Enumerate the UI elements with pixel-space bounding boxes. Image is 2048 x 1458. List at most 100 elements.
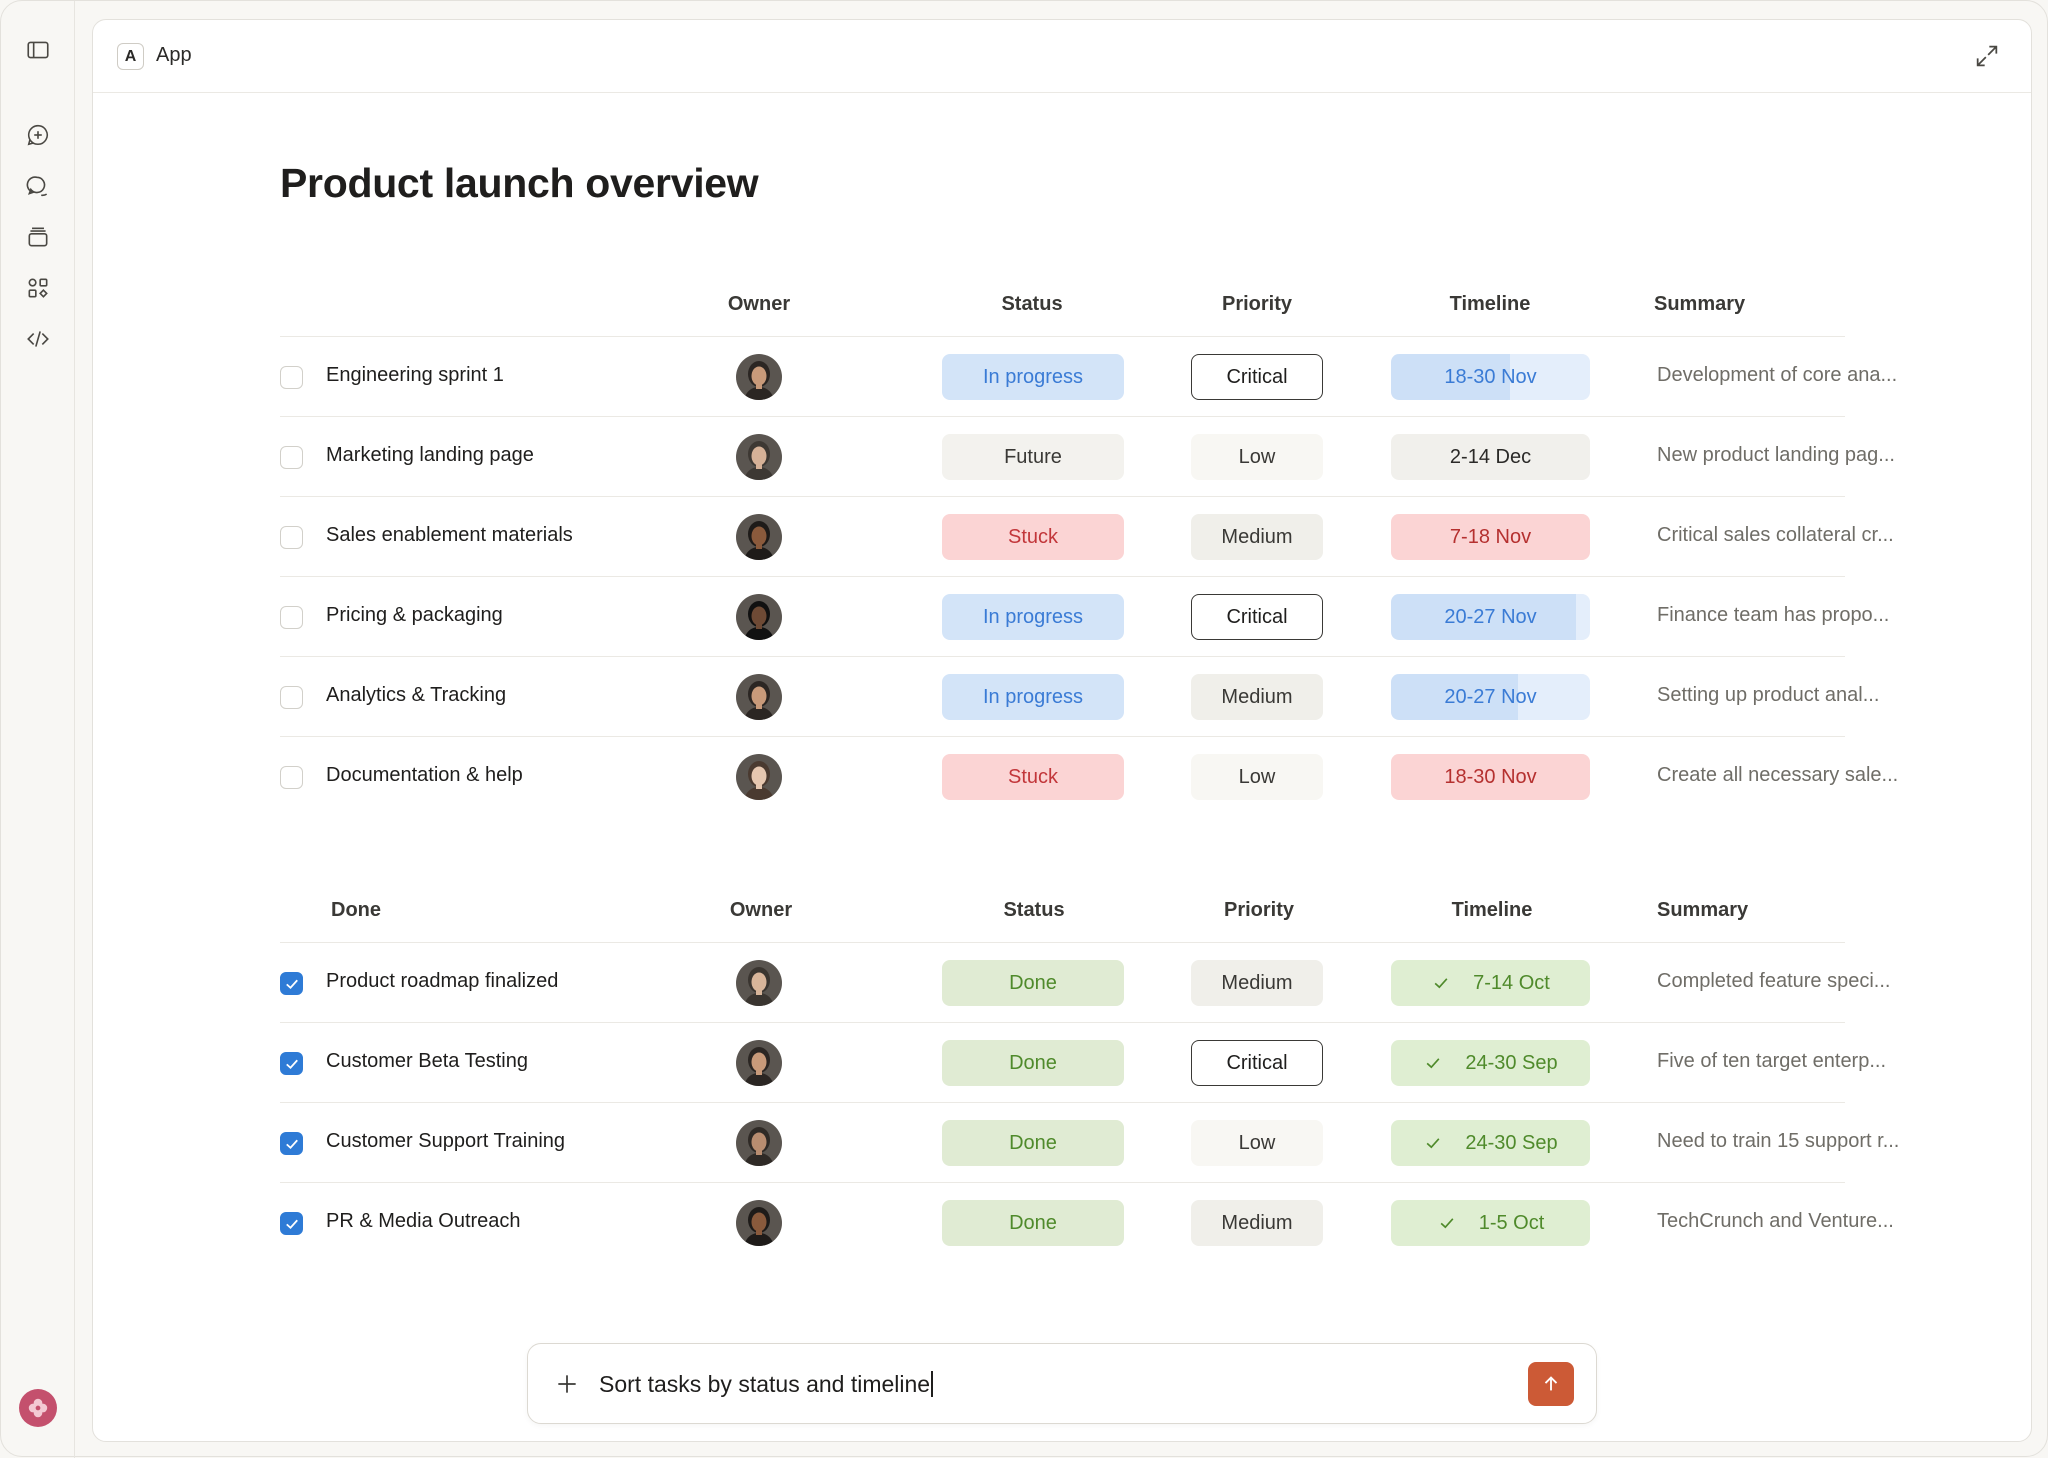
priority-badge[interactable]: Medium [1191,1200,1323,1246]
table-row[interactable]: Marketing landing page Future Low 2-14 Dec N… [280,417,1895,497]
task-summary[interactable]: Create all necessary sale... [1657,764,1899,786]
task-checkbox[interactable] [280,366,303,389]
owner-avatar[interactable] [736,674,782,720]
header-summary[interactable]: Summary [1654,293,1746,315]
task-checkbox[interactable] [280,686,303,709]
task-name[interactable]: Customer Beta Testing [326,1050,528,1072]
table-row[interactable]: Pricing & packaging In progress Critical 20… [280,577,1889,657]
priority-badge[interactable]: Medium [1191,514,1323,560]
priority-badge[interactable]: Critical [1191,594,1323,640]
projects-icon[interactable] [22,221,54,253]
task-summary[interactable]: New product landing pag... [1657,444,1895,466]
owner-avatar[interactable] [736,434,782,480]
header-priority[interactable]: Priority [1223,899,1295,921]
status-badge[interactable]: Stuck [942,754,1124,800]
table-row[interactable]: Customer Beta Testing Done Critical 24-30 S… [280,1023,1886,1103]
task-name[interactable]: Pricing & packaging [326,604,503,626]
priority-badge[interactable]: Low [1191,1120,1323,1166]
priority-badge[interactable]: Low [1191,434,1323,480]
task-checkbox[interactable] [280,1132,303,1155]
priority-badge[interactable]: Medium [1191,674,1323,720]
owner-avatar[interactable] [736,960,782,1006]
task-name[interactable]: PR & Media Outreach [326,1210,521,1232]
status-badge[interactable]: Stuck [942,514,1124,560]
table-row[interactable]: Documentation & help Stuck Low 18-30 Nov Cre… [280,737,1898,817]
prompt-box[interactable]: Sort tasks by status and timeline [527,1343,1597,1424]
priority-badge[interactable]: Medium [1191,960,1323,1006]
header-timeline[interactable]: Timeline [1451,899,1533,921]
timeline-badge[interactable]: 24-30 Sep [1391,1040,1590,1086]
timeline-badge[interactable]: 18-30 Nov [1391,754,1590,800]
header-priority[interactable]: Priority [1221,293,1293,315]
timeline-badge[interactable]: 2-14 Dec [1391,434,1590,480]
task-name[interactable]: Engineering sprint 1 [326,364,504,386]
status-badge[interactable]: Done [942,1040,1124,1086]
header-status[interactable]: Status [1001,293,1063,315]
plus-icon[interactable] [554,1371,580,1397]
header-status[interactable]: Status [1003,899,1065,921]
task-summary[interactable]: Need to train 15 support r... [1657,1130,1900,1152]
task-checkbox[interactable] [280,1212,303,1235]
task-checkbox[interactable] [280,446,303,469]
table-row[interactable]: Sales enablement materials Stuck Medium 7-1… [280,497,1894,577]
status-badge[interactable]: Done [942,960,1124,1006]
status-badge[interactable]: Done [942,1120,1124,1166]
task-summary[interactable]: Setting up product anal... [1657,684,1880,706]
priority-badge[interactable]: Critical [1191,1040,1323,1086]
prompt-input[interactable]: Sort tasks by status and timeline [599,1371,934,1397]
task-summary[interactable]: TechCrunch and Venture... [1657,1210,1894,1232]
owner-avatar[interactable] [736,514,782,560]
task-checkbox[interactable] [280,972,303,995]
task-checkbox[interactable] [280,526,303,549]
send-button[interactable] [1528,1362,1574,1406]
task-name[interactable]: Marketing landing page [326,444,534,466]
task-summary[interactable]: Development of core ana... [1657,364,1898,386]
task-name[interactable]: Documentation & help [326,764,523,786]
owner-avatar[interactable] [736,354,782,400]
table-row[interactable]: Analytics & Tracking In progress Medium 20-… [280,657,1879,737]
status-badge[interactable]: In progress [942,674,1124,720]
task-summary[interactable]: Critical sales collateral cr... [1657,524,1894,546]
new-chat-icon[interactable] [22,119,54,151]
task-name[interactable]: Sales enablement materials [326,524,573,546]
task-summary[interactable]: Five of ten target enterp... [1657,1050,1887,1072]
timeline-badge[interactable]: 20-27 Nov [1391,674,1590,720]
priority-badge[interactable]: Low [1191,754,1323,800]
task-checkbox[interactable] [280,1052,303,1075]
artifacts-icon[interactable] [22,272,54,304]
header-summary[interactable]: Summary [1657,899,1749,921]
header-owner[interactable]: Owner [727,293,791,315]
status-badge[interactable]: Future [942,434,1124,480]
status-badge[interactable]: Done [942,1200,1124,1246]
status-badge[interactable]: In progress [942,354,1124,400]
timeline-badge[interactable]: 18-30 Nov [1391,354,1590,400]
sidebar-toggle-icon[interactable] [22,34,54,66]
table-row[interactable]: PR & Media Outreach Done Medium 1-5 Oct Tech… [280,1183,1894,1263]
owner-avatar[interactable] [736,594,782,640]
timeline-badge[interactable]: 7-14 Oct [1391,960,1590,1006]
task-name[interactable]: Product roadmap finalized [326,970,559,992]
chats-icon[interactable] [22,170,54,202]
task-name[interactable]: Customer Support Training [326,1130,566,1152]
table-row[interactable]: Customer Support Training Done Low 24-30 Se… [280,1103,1899,1183]
task-checkbox[interactable] [280,606,303,629]
task-name[interactable]: Analytics & Tracking [326,684,507,706]
owner-avatar[interactable] [736,1200,782,1246]
timeline-badge[interactable]: 20-27 Nov [1391,594,1590,640]
owner-avatar[interactable] [736,1120,782,1166]
table-row[interactable]: Product roadmap finalized Done Medium 7-14 … [280,943,1890,1023]
task-summary[interactable]: Completed feature speci... [1657,970,1891,992]
user-avatar[interactable] [19,1389,57,1427]
timeline-badge[interactable]: 24-30 Sep [1391,1120,1590,1166]
owner-avatar[interactable] [736,754,782,800]
table-row[interactable]: Engineering sprint 1 In progress Critical 1… [280,337,1897,417]
owner-avatar[interactable] [736,1040,782,1086]
header-timeline[interactable]: Timeline [1449,293,1531,315]
expand-icon[interactable] [1973,42,2001,70]
header-owner[interactable]: Owner [729,899,793,921]
timeline-badge[interactable]: 7-18 Nov [1391,514,1590,560]
code-icon[interactable] [22,323,54,355]
task-checkbox[interactable] [280,766,303,789]
priority-badge[interactable]: Critical [1191,354,1323,400]
task-summary[interactable]: Finance team has propo... [1657,604,1890,626]
